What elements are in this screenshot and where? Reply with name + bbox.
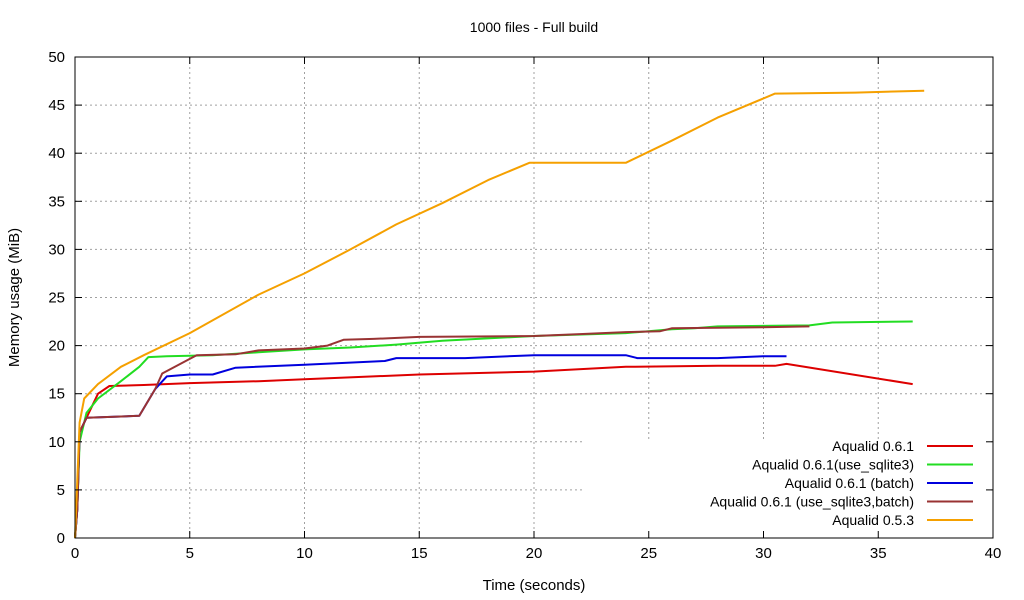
- y-tick-label: 5: [57, 482, 65, 499]
- legend-label: Aqualid 0.5.3: [832, 512, 914, 528]
- y-tick-label: 10: [48, 434, 65, 451]
- x-tick-label: 15: [411, 545, 428, 562]
- x-tick-label: 0: [71, 545, 79, 562]
- axis-ticks: 0 5 10 15 20 25 30 35 40 45 50 0 5 10 15 20 25 30 35 40: [48, 49, 1001, 562]
- legend-label: Aqualid 0.6.1: [832, 438, 914, 454]
- y-tick-label: 30: [48, 241, 65, 258]
- y-tick-label: 15: [48, 386, 65, 403]
- chart-title: 1000 files - Full build: [470, 19, 598, 35]
- y-tick-label: 35: [48, 193, 65, 210]
- y-tick-label: 45: [48, 97, 65, 114]
- legend-background: [585, 440, 991, 536]
- legend-label: Aqualid 0.6.1 (batch): [785, 475, 914, 491]
- y-tick-label: 25: [48, 290, 65, 307]
- series-group: [74, 89, 925, 539]
- y-tick-label: 40: [48, 145, 65, 162]
- x-tick-label: 35: [870, 545, 887, 562]
- x-tick-label: 20: [526, 545, 543, 562]
- legend-label: Aqualid 0.6.1(use_sqlite3): [752, 457, 914, 473]
- x-tick-label: 30: [755, 545, 772, 562]
- y-axis-label: Memory usage (MiB): [6, 228, 23, 367]
- x-tick-label: 25: [640, 545, 657, 562]
- x-tick-label: 10: [296, 545, 313, 562]
- x-tick-label: 5: [186, 545, 194, 562]
- legend-box: [585, 440, 991, 536]
- series-line-5: [74, 89, 925, 539]
- y-tick-label: 50: [48, 49, 65, 66]
- y-tick-label: 0: [57, 530, 65, 547]
- x-axis-label: Time (seconds): [483, 577, 586, 594]
- legend-label: Aqualid 0.6.1 (use_sqlite3,batch): [710, 494, 914, 510]
- x-tick-label: 40: [985, 545, 1002, 562]
- y-tick-label: 20: [48, 338, 65, 355]
- legend: Aqualid 0.6.1 Aqualid 0.6.1(use_sqlite3) A…: [710, 438, 973, 528]
- series-line-4: [74, 325, 810, 539]
